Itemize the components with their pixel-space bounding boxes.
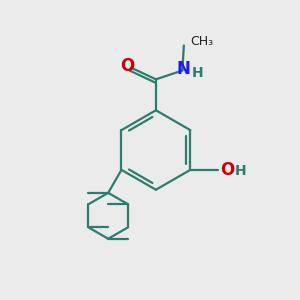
Text: CH₃: CH₃: [190, 35, 214, 48]
Text: O: O: [120, 57, 134, 75]
Text: O: O: [220, 161, 234, 179]
Text: N: N: [177, 60, 191, 78]
Text: H: H: [192, 66, 203, 80]
Text: H: H: [235, 164, 246, 178]
